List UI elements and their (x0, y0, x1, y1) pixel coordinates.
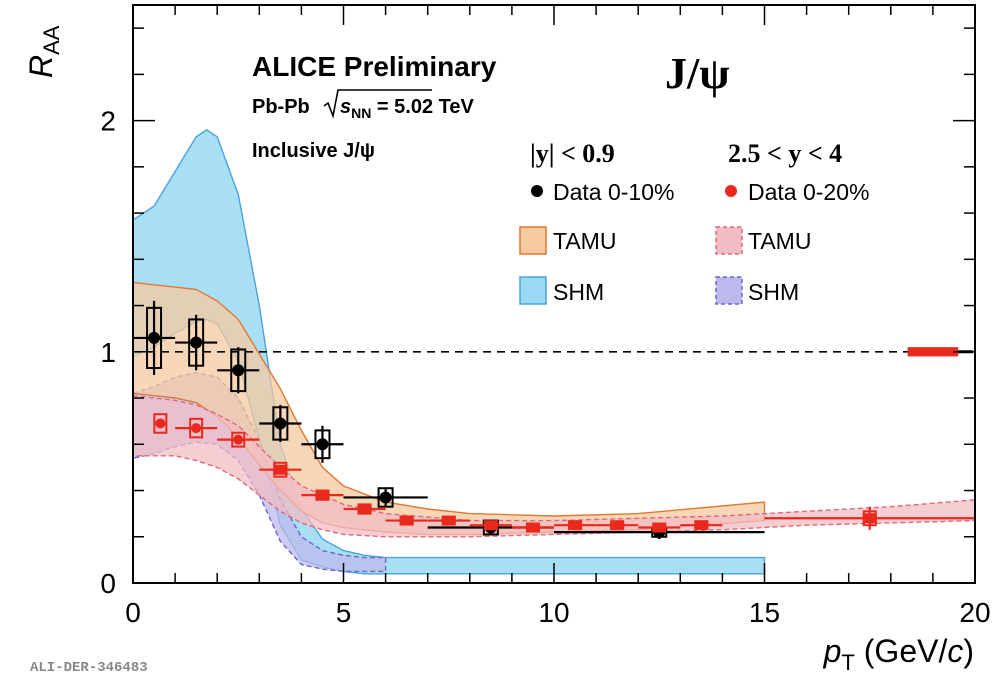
legend-label-mid-tamu: TAMU (553, 228, 616, 254)
collision-system-label: Pb-Pb sNN = 5.02 TeV (252, 89, 474, 121)
energy-label: sNN = 5.02 TeV (340, 96, 474, 121)
x-axis-label: pT (GeV/c) (823, 633, 974, 675)
y-tick-label-2: 2 (100, 106, 116, 137)
point-syst-0-1 (188, 318, 205, 367)
normalization-box-0 (907, 347, 959, 357)
point-marker-1-8 (483, 520, 498, 531)
point-marker-1-0 (155, 418, 166, 429)
figure-id: ALI-DER-346483 (30, 660, 148, 676)
y-axis-label: RAA (23, 25, 64, 78)
point-syst-0-0 (146, 306, 163, 369)
legend-swatch-mid-shm (519, 276, 547, 305)
point-syst-0-3 (272, 406, 289, 441)
point-marker-1-2 (233, 434, 244, 445)
sqrt-sign (323, 89, 432, 119)
legend-label-fwd-shm: SHM (748, 279, 799, 305)
selection-label: Inclusive J/ψ (252, 140, 375, 162)
chart-title: J/ψ (665, 49, 730, 98)
point-marker-1-11 (610, 520, 625, 531)
y-tick-label-1: 1 (100, 337, 116, 368)
point-marker-1-9 (525, 522, 540, 533)
x-tick-label-0: 0 (125, 597, 141, 628)
legend: |y| < 0.9 2.5 < y < 4 Data 0-10% Data 0-… (519, 139, 869, 305)
point-marker-1-6 (399, 515, 414, 526)
point-marker-1-4 (315, 490, 330, 501)
data-points (133, 300, 975, 540)
point-marker-1-5 (357, 504, 372, 515)
y-tick-label-0: 0 (100, 568, 116, 599)
legend-mid-rapidity-header: |y| < 0.9 (530, 139, 615, 168)
point-marker-0-3 (274, 417, 287, 430)
point-marker-1-13 (694, 520, 709, 531)
x-tick-label-5: 5 (336, 597, 352, 628)
legend-forward-rapidity-header: 2.5 < y < 4 (728, 139, 842, 168)
point-syst-0-4 (314, 429, 331, 460)
point-marker-1-7 (441, 515, 456, 526)
point-syst-1-0 (153, 413, 168, 434)
legend-swatch-mid-tamu (519, 226, 547, 255)
system-name: Pb-Pb (252, 96, 310, 118)
legend-label-fwd-data: Data 0-20% (748, 179, 869, 205)
legend-label-mid-data: Data 0-10% (553, 179, 674, 205)
legend-swatch-fwd-tamu (715, 226, 743, 255)
point-marker-1-10 (568, 520, 583, 531)
point-marker-1-12 (652, 522, 667, 533)
point-marker-0-5 (379, 491, 392, 504)
model-band-2 (132, 281, 766, 536)
point-marker-1-3 (273, 464, 288, 475)
x-tick-label-10: 10 (538, 597, 569, 628)
experiment-label: ALICE Preliminary (252, 51, 497, 82)
point-marker-0-2 (232, 364, 245, 377)
x-tick-label-15: 15 (749, 597, 780, 628)
legend-swatch-fwd-shm (715, 276, 743, 305)
point-syst-1-2 (231, 431, 246, 448)
axis-ticks: 0 5 10 15 20 0 1 2 (100, 5, 991, 628)
point-syst-0-5 (377, 487, 394, 508)
legend-label-mid-shm: SHM (553, 279, 604, 305)
point-marker-0-0 (148, 331, 161, 344)
legend-marker-mid-data (531, 185, 543, 197)
legend-label-fwd-tamu: TAMU (748, 228, 811, 254)
point-marker-1-14 (862, 513, 877, 524)
legend-marker-fwd-data (725, 185, 737, 197)
point-marker-0-1 (190, 336, 203, 349)
point-marker-0-4 (316, 438, 329, 451)
point-marker-1-1 (191, 423, 202, 434)
point-syst-1-1 (189, 417, 204, 439)
x-tick-label-20: 20 (959, 597, 990, 628)
point-syst-0-2 (230, 348, 247, 393)
